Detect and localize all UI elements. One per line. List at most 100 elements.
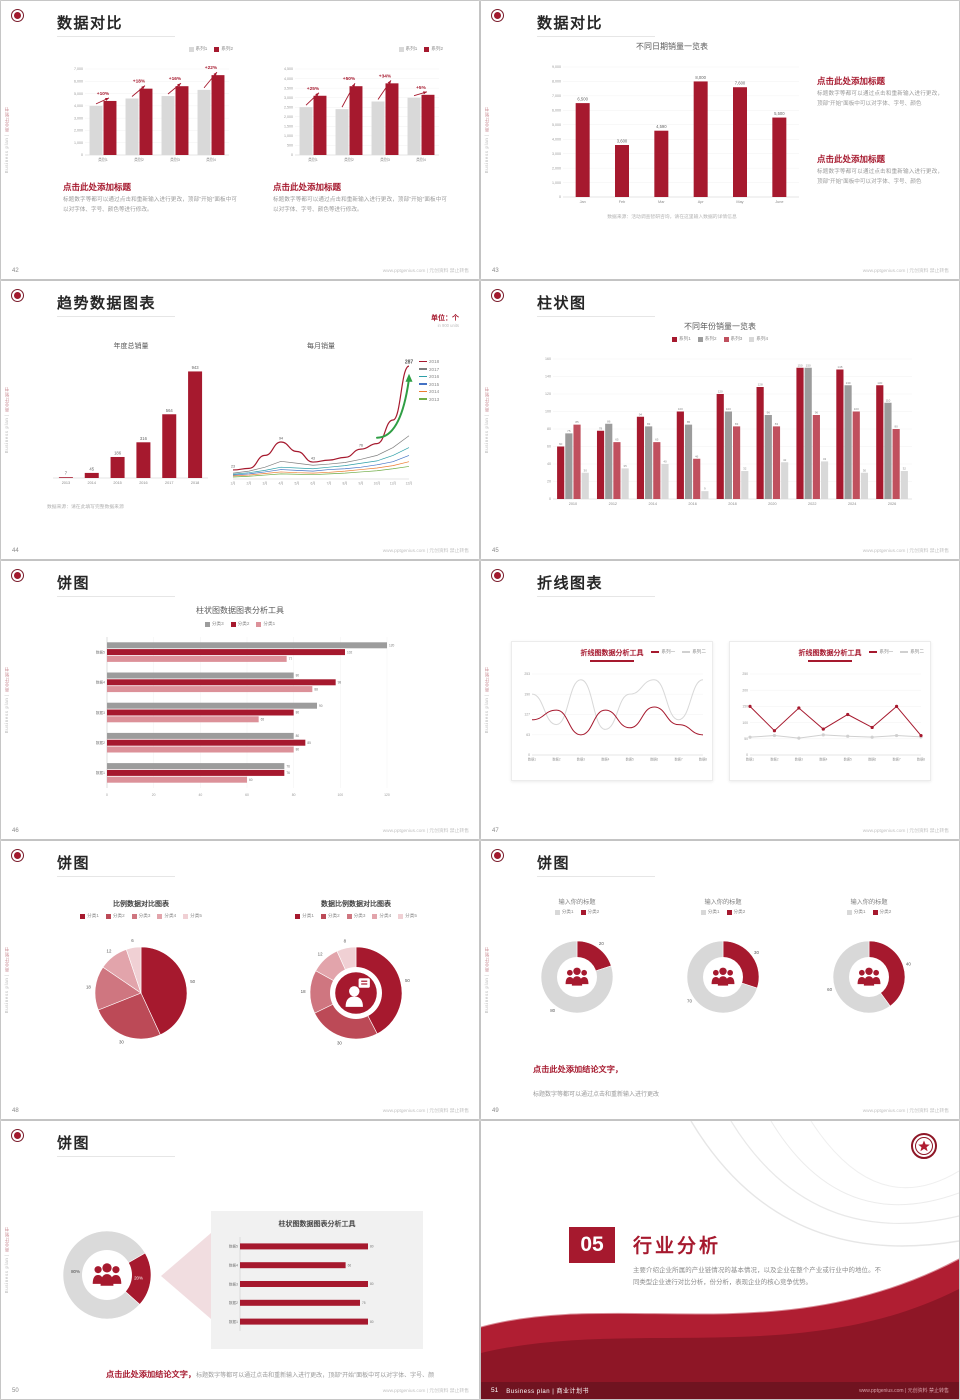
section-number: 05 [569, 1227, 615, 1263]
footer-watermark: www.pptgenius.com | 元创资料 禁止转售 [382, 1109, 469, 1114]
svg-text:数据1: 数据1 [746, 756, 754, 761]
donut-chart: 20% 80% [43, 1215, 171, 1335]
svg-text:+10%: +10% [97, 91, 110, 97]
slide-49[interactable]: Business plan | 商业计划书 饼图 输入你的标题 分类1 分类2 2… [481, 841, 959, 1119]
svg-text:80: 80 [296, 711, 300, 715]
svg-text:6: 6 [131, 938, 134, 943]
footer-watermark: www.pptgenius.com | 元创资料 禁止转售 [862, 829, 949, 834]
svg-text:30: 30 [754, 950, 759, 955]
footer-watermark: www.pptgenius.com | 元创资料 禁止转售 [862, 1109, 949, 1114]
svg-text:32: 32 [743, 467, 747, 471]
svg-text:140: 140 [545, 375, 551, 379]
slide-title: 折线图表 [537, 572, 655, 597]
svg-text:564: 564 [166, 408, 174, 413]
slide-51[interactable]: 05 行业分析 主要介绍企业所属的产业链情况的基本情况，以及企业在整个产业或行业… [481, 1121, 959, 1399]
svg-text:250: 250 [742, 672, 748, 676]
slide-44[interactable]: Business plan | 商业计划书 趋势数据图表 单位：个 in 900… [1, 281, 479, 559]
svg-text:数据5: 数据5 [844, 756, 852, 761]
text-block: 点击此处添加标题 标题数字等都可以通过点击和重新输入进行更改，顶部“开始”面板中… [817, 75, 943, 109]
svg-text:20: 20 [547, 480, 551, 484]
svg-text:3,000: 3,000 [552, 152, 561, 156]
svg-text:80: 80 [292, 793, 296, 797]
svg-text:83: 83 [735, 422, 739, 426]
svg-text:3,000: 3,000 [74, 116, 83, 120]
svg-text:数据1: 数据1 [229, 1319, 238, 1324]
line-chart: 0 50 100 150 200 250 数据1 数据2 数据3 数据4 数据5 数据6 数据7 数据8 [735, 666, 925, 764]
svg-text:76: 76 [286, 771, 290, 775]
slide-title: 柱状图 [537, 292, 655, 317]
svg-text:60: 60 [249, 778, 253, 782]
footer-watermark: www.pptgenius.com | 元创资料 禁止转售 [382, 829, 469, 834]
conclusion-heading: 点击此处添加结论文字， [106, 1370, 197, 1379]
svg-text:85: 85 [307, 741, 311, 745]
slide-47[interactable]: Business plan | 商业计划书 折线图表 折线图数据分析工具 系列一… [481, 561, 959, 839]
slide-title: 饼图 [57, 1132, 175, 1157]
svg-text:数据5: 数据5 [96, 649, 105, 654]
svg-text:23: 23 [231, 464, 235, 468]
decorative-swoosh [481, 1121, 959, 1399]
svg-text:50: 50 [744, 737, 748, 741]
slide-46[interactable]: Business plan | 商业计划书 饼图 柱状图数据图表分析工具 分类3… [1, 561, 479, 839]
svg-text:100: 100 [854, 407, 859, 411]
side-watermark: Business plan | 商业计划书 [4, 107, 10, 174]
svg-text:+22%: +22% [205, 65, 218, 71]
slide-43[interactable]: Business plan | 商业计划书 数据对比 不同日期销量一览表 0 1,… [481, 1, 959, 279]
svg-text:65: 65 [261, 718, 265, 722]
footer-watermark: www.pptgenius.com | 元创资料 禁止转售 [382, 1389, 469, 1394]
chart-legend: 系列1 系列2 [63, 46, 233, 52]
svg-text:200: 200 [742, 688, 748, 692]
svg-text:20: 20 [152, 793, 156, 797]
brand-logo-icon [491, 9, 504, 22]
page-number: 44 [12, 548, 19, 554]
side-watermark-cn: 商业计划书 [4, 1226, 9, 1253]
svg-text:65: 65 [615, 438, 619, 442]
svg-text:100: 100 [742, 720, 748, 724]
slide-50[interactable]: Business plan | 商业计划书 饼图 20% 80% 柱状图数据图表分… [1, 1121, 479, 1399]
svg-text:0: 0 [106, 793, 108, 797]
svg-text:102: 102 [347, 650, 353, 654]
svg-text:类别2: 类别2 [134, 157, 144, 162]
svg-text:2026: 2026 [888, 502, 896, 506]
svg-text:8月: 8月 [343, 482, 348, 486]
svg-text:94: 94 [279, 437, 283, 441]
section-title: 行业分析 [633, 1236, 722, 1257]
page-number: 48 [12, 1108, 19, 1114]
slide-48[interactable]: Business plan | 商业计划书 饼图 比例数据对比图表 分类1 分类2… [1, 841, 479, 1119]
svg-text:数据2: 数据2 [229, 1300, 238, 1305]
svg-text:70: 70 [687, 999, 692, 1004]
card-title: 折线图数据分析工具 [512, 648, 712, 662]
footer-watermark: www.pptgenius.com | 元创资料 禁止转售 [382, 269, 469, 274]
svg-text:5,000: 5,000 [74, 92, 83, 96]
svg-text:数据8: 数据8 [699, 756, 707, 761]
svg-text:数据4: 数据4 [96, 680, 105, 685]
svg-text:2,000: 2,000 [74, 129, 83, 133]
svg-text:2,000: 2,000 [552, 166, 561, 170]
footer-watermark: www.pptgenius.com | 元创资料 禁止转售 [862, 269, 949, 274]
svg-text:78: 78 [599, 426, 603, 430]
svg-text:80: 80 [547, 427, 551, 431]
svg-text:127: 127 [524, 712, 530, 716]
svg-text:1月: 1月 [231, 482, 236, 486]
side-watermark: Business plan | 商业计划书 [4, 387, 10, 454]
slide-45[interactable]: Business plan | 商业计划书 柱状图 不同年份销量一览表 系列1 系… [481, 281, 959, 559]
side-watermark-en: Business plan | [484, 693, 489, 734]
svg-text:160: 160 [545, 357, 551, 361]
svg-text:0: 0 [559, 195, 561, 199]
slide-42[interactable]: Business plan | 商业计划书 数据对比 系列1 系列2 系列1 系列2… [1, 1, 479, 279]
side-watermark-en: Business plan | [4, 1253, 9, 1294]
slide-title: 数据对比 [57, 12, 175, 37]
svg-text:数据7: 数据7 [892, 756, 900, 761]
page-number: 50 [12, 1388, 19, 1394]
block-heading: 点击此处添加标题 [817, 154, 886, 164]
chart-title: 年度总销量 [113, 343, 149, 350]
svg-text:May: May [736, 200, 743, 204]
block-heading: 点击此处添加标题 [63, 182, 132, 192]
slide-title: 数据对比 [537, 12, 655, 37]
svg-text:66: 66 [348, 1263, 352, 1267]
block-body: 标题数字等都可以通过点击和重新输入进行更改，顶部“开始”面板中可以对字体、字号、… [817, 169, 943, 185]
svg-text:5,000: 5,000 [552, 123, 561, 127]
svg-text:120: 120 [545, 392, 551, 396]
svg-text:80: 80 [370, 1282, 374, 1286]
chart-title: 数据比例数据对比图表 [321, 901, 391, 908]
svg-text:90: 90 [319, 704, 323, 708]
